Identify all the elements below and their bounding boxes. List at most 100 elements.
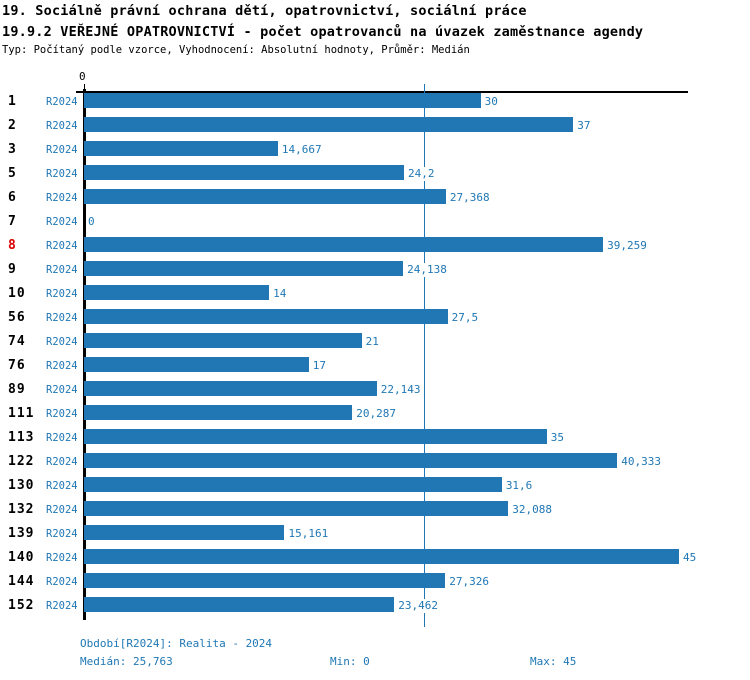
- row-period-label: R2024: [46, 504, 78, 516]
- chart-title-line1: 19. Sociálně právní ochrana dětí, opatro…: [2, 3, 527, 19]
- row-period-label: R2024: [46, 576, 78, 588]
- row-period-label: R2024: [46, 432, 78, 444]
- row-category-label: 1: [8, 94, 17, 109]
- bar-value-label: 27,326: [448, 575, 491, 589]
- chart-row: 113 R2024 35: [0, 426, 750, 450]
- bar-value-label: 24,138: [406, 263, 448, 277]
- chart-row: 56 R2024 27,5: [0, 306, 750, 330]
- chart-row: 111 R2024 20,287: [0, 402, 750, 426]
- value-bar: [84, 500, 509, 516]
- row-period-label: R2024: [46, 96, 78, 108]
- row-period-label: R2024: [46, 144, 78, 156]
- chart-row: 1 R2024 30: [0, 90, 750, 114]
- bar-value-label: 24,2: [406, 167, 436, 181]
- chart-row: 7 R2024 0: [0, 210, 750, 234]
- x-axis-zero-label: 0: [79, 70, 86, 83]
- value-bar: [84, 284, 270, 300]
- y-axis-line: [83, 89, 86, 620]
- row-period-label: R2024: [46, 456, 78, 468]
- row-period-label: R2024: [46, 480, 78, 492]
- chart-row: 139 R2024 15,161: [0, 522, 750, 546]
- row-category-label: 10: [8, 286, 26, 301]
- row-category-label: 89: [8, 382, 26, 397]
- value-bar: [84, 572, 446, 588]
- value-bar: [84, 308, 448, 324]
- row-category-label: 140: [8, 550, 35, 565]
- bar-value-label: 23,462: [397, 599, 439, 613]
- value-bar: [84, 452, 618, 468]
- value-bar: [84, 404, 353, 420]
- chart-row: 74 R2024 21: [0, 330, 750, 354]
- bar-value-label: 0: [87, 215, 96, 229]
- row-category-label: 122: [8, 454, 35, 469]
- footer-period-label: Období[R2024]: Realita - 2024: [80, 637, 273, 650]
- row-period-label: R2024: [46, 120, 78, 132]
- chart-row: 152 R2024 23,462: [0, 594, 750, 618]
- row-period-label: R2024: [46, 168, 78, 180]
- row-category-label: 152: [8, 598, 35, 613]
- value-bar: [84, 236, 604, 252]
- chart-row: 132 R2024 32,088: [0, 498, 750, 522]
- row-period-label: R2024: [46, 240, 78, 252]
- chart-row: 3 R2024 14,667: [0, 138, 750, 162]
- bar-value-label: 39,259: [606, 239, 648, 253]
- value-bar: [84, 260, 404, 276]
- bar-value-label: 40,333: [620, 455, 663, 469]
- row-period-label: R2024: [46, 552, 78, 564]
- footer-max-label: Max: 45: [530, 655, 577, 668]
- chart-row: 10 R2024 14: [0, 282, 750, 306]
- row-period-label: R2024: [46, 216, 78, 228]
- value-bar: [84, 140, 278, 156]
- chart-title-line2: 19.9.2 VEŘEJNÉ OPATROVNICTVÍ - počet opa…: [2, 24, 644, 40]
- bar-value-label: 30: [483, 95, 499, 109]
- row-period-label: R2024: [46, 192, 78, 204]
- row-category-label: 2: [8, 118, 17, 133]
- chart-row: 2 R2024 37: [0, 114, 750, 138]
- value-bar: [84, 428, 547, 444]
- bar-value-label: 15,161: [287, 527, 330, 541]
- value-bar: [84, 188, 446, 204]
- bar-value-label: 45: [682, 551, 698, 565]
- row-category-label: 6: [8, 190, 17, 205]
- row-category-label: 5: [8, 166, 17, 181]
- value-bar: [84, 548, 679, 564]
- bar-value-label: 22,143: [379, 383, 422, 397]
- value-bar: [84, 116, 574, 132]
- chart-row: 76 R2024 17: [0, 354, 750, 378]
- bar-value-label: 35: [549, 431, 566, 445]
- row-category-label: 56: [8, 310, 26, 325]
- footer-min-label: Min: 0: [330, 655, 370, 668]
- footer-median-label: Medián: 25,763: [80, 655, 173, 668]
- bar-value-label: 32,088: [511, 503, 554, 517]
- row-period-label: R2024: [46, 312, 78, 324]
- bar-value-label: 37: [576, 119, 592, 133]
- row-period-label: R2024: [46, 384, 78, 396]
- row-category-label: 130: [8, 478, 35, 493]
- value-bar: [84, 524, 285, 540]
- value-bar: [84, 476, 502, 492]
- bar-value-label: 14: [272, 287, 288, 301]
- row-category-label: 139: [8, 526, 35, 541]
- row-category-label: 144: [8, 574, 35, 589]
- chart-row: 130 R2024 31,6: [0, 474, 750, 498]
- value-bar: [84, 596, 395, 612]
- value-bar: [84, 356, 309, 372]
- row-category-label: 74: [8, 334, 26, 349]
- bar-value-label: 14,667: [280, 143, 323, 157]
- row-period-label: R2024: [46, 336, 78, 348]
- value-bar: [84, 92, 481, 108]
- bar-value-label: 17: [311, 359, 328, 373]
- value-bar: [84, 332, 362, 348]
- row-period-label: R2024: [46, 264, 78, 276]
- value-bar: [84, 164, 404, 180]
- chart-row: 9 R2024 24,138: [0, 258, 750, 282]
- chart-row: 89 R2024 22,143: [0, 378, 750, 402]
- row-category-label: 9: [8, 262, 17, 277]
- row-period-label: R2024: [46, 600, 78, 612]
- chart-row: 122 R2024 40,333: [0, 450, 750, 474]
- row-period-label: R2024: [46, 360, 78, 372]
- row-period-label: R2024: [46, 288, 78, 300]
- bar-value-label: 27,368: [448, 191, 491, 205]
- row-category-label: 113: [8, 430, 35, 445]
